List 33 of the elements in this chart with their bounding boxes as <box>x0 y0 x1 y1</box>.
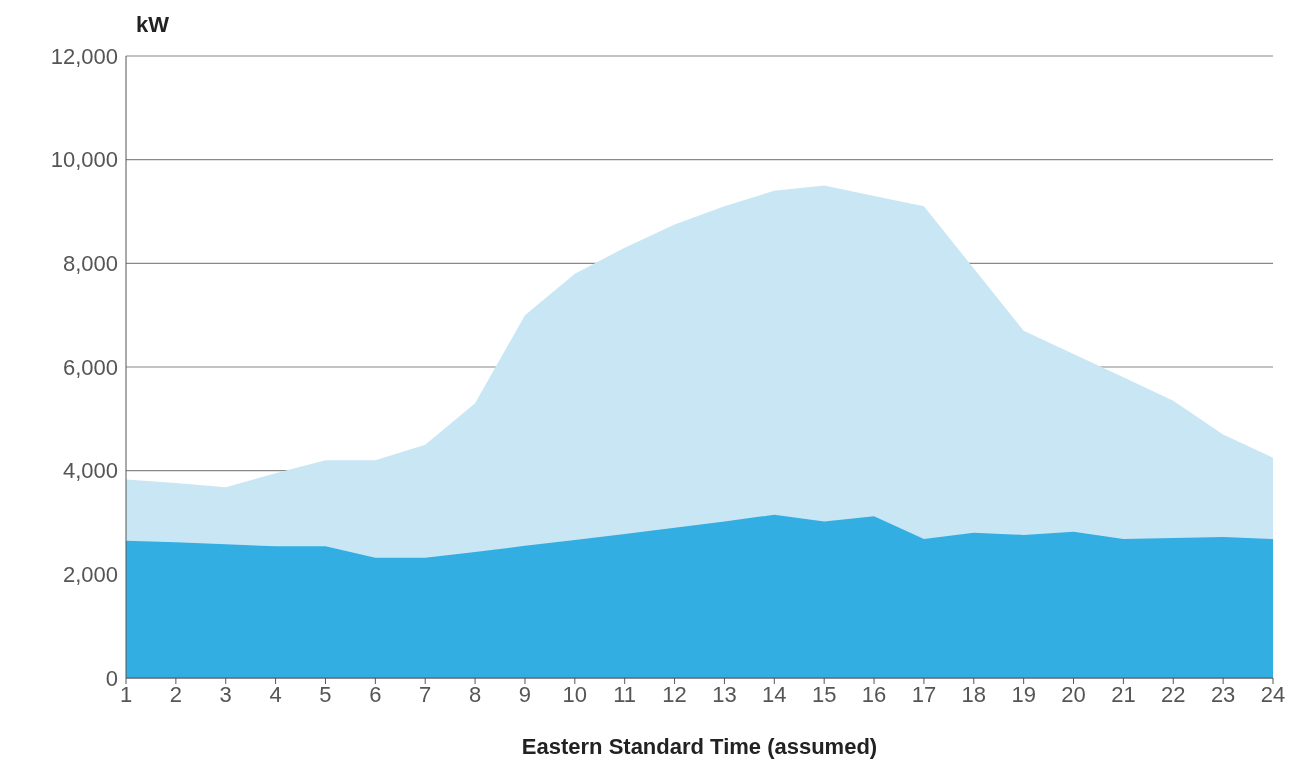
y-tick-label: 6,000 <box>62 354 118 380</box>
x-tick-label: 7 <box>419 681 432 707</box>
x-tick-label: 6 <box>369 681 382 707</box>
x-axis-title: Eastern Standard Time (assumed) <box>521 734 878 759</box>
x-tick-label: 17 <box>911 681 937 707</box>
y-tick-label: 8,000 <box>62 251 118 277</box>
y-tick-label: 2,000 <box>62 562 118 588</box>
x-tick-label: 4 <box>269 681 282 707</box>
x-tick-label: 16 <box>861 681 887 707</box>
y-tick-label: 12,000 <box>50 43 118 69</box>
y-tick-label: 4,000 <box>62 458 118 484</box>
x-tick-label: 12 <box>662 681 687 707</box>
y-tick-label: 0 <box>105 665 118 691</box>
x-tick-label: 18 <box>961 681 987 707</box>
x-tick-label: 5 <box>319 681 332 707</box>
x-tick-label: 2 <box>169 681 182 707</box>
x-tick-label: 8 <box>468 681 482 707</box>
x-tick-label: 24 <box>1260 681 1286 707</box>
x-tick-label: 20 <box>1061 681 1086 707</box>
x-tick-label: 10 <box>562 681 588 707</box>
y-tick-label: 10,000 <box>50 147 118 173</box>
x-tick-label: 15 <box>811 681 837 707</box>
x-tick-label: 23 <box>1210 681 1236 707</box>
x-tick-label: 11 <box>613 681 637 707</box>
x-tick-label: 21 <box>1111 681 1136 707</box>
x-tick-label: 14 <box>762 681 787 707</box>
x-tick-label: 3 <box>219 681 232 707</box>
x-tick-label: 1 <box>119 681 133 707</box>
x-tick-label: 22 <box>1161 681 1186 707</box>
x-tick-label: 13 <box>712 681 737 707</box>
x-tick-label: 19 <box>1011 681 1036 707</box>
y-axis-title: kW <box>136 12 169 38</box>
x-tick-label: 9 <box>518 681 532 707</box>
